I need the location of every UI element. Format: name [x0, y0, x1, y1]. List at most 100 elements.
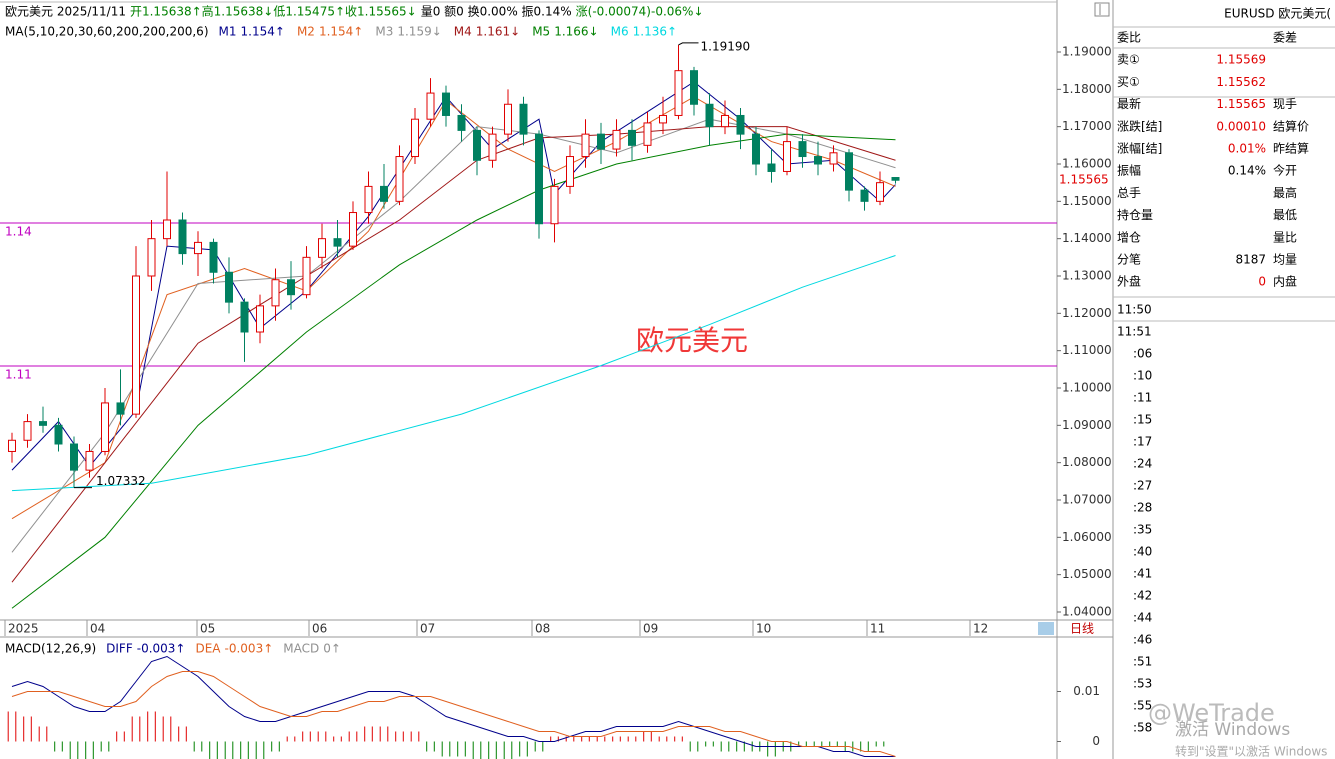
macd-legend-name: DIFF [106, 642, 133, 656]
candle-body [488, 133, 497, 161]
candle-body [519, 103, 528, 135]
ma-title: MA(5,10,20,30,60,200,200,200,6) [5, 25, 209, 39]
candle-body [550, 185, 559, 225]
candle-body [225, 271, 233, 303]
quote-right-label: 内盘 [1273, 274, 1297, 289]
candle-body [659, 114, 667, 124]
candle-body [240, 301, 249, 333]
quote-right-label: 最高 [1273, 185, 1297, 200]
candle-body [767, 163, 776, 172]
tick-time: :17 [1133, 435, 1152, 449]
candle-body [209, 241, 218, 273]
candle-body [116, 402, 125, 415]
candle-body [85, 450, 94, 471]
price-tick-label: 1.18000 [1062, 82, 1112, 96]
quote-label: 卖① [1117, 53, 1140, 67]
quote-value: 0.01% [1228, 142, 1266, 156]
date-label: 10 [756, 622, 771, 636]
info-segment: 涨(-0.00074)-0.06%↓ [576, 4, 704, 19]
candle-body [411, 118, 419, 158]
info-segment: 量0 额0 换0.00% 振0.14% [421, 5, 572, 19]
quote-value: 0.00010 [1216, 119, 1266, 133]
price-tick-label: 1.11000 [1062, 343, 1112, 357]
info-segment: 欧元美元 2025/11/11 [5, 5, 126, 19]
date-label: 04 [90, 622, 105, 636]
candle-body [101, 402, 109, 452]
annotation-label: 1.07332 [96, 474, 146, 488]
candle-body [752, 133, 760, 165]
price-tick-label: 1.08000 [1062, 455, 1112, 469]
quote-label: 涨幅[结] [1117, 141, 1162, 156]
level-label: 1.14 [5, 224, 32, 238]
period-label[interactable]: 日线 [1070, 622, 1094, 636]
candle-body [163, 219, 171, 240]
candle-body [628, 129, 636, 146]
quote-label: 外盘 [1117, 274, 1141, 289]
candle-body [891, 177, 900, 181]
quote-label: 最新 [1117, 96, 1141, 111]
date-label: 08 [535, 622, 550, 636]
candle-body [721, 114, 729, 128]
candle-body [814, 156, 822, 165]
tick-time: :55 [1133, 699, 1152, 713]
macd-tick-label: 0.01 [1073, 684, 1100, 698]
macd-tick-label: 0 [1092, 734, 1100, 748]
date-label: 06 [312, 622, 327, 636]
date-label: 2025 [8, 622, 39, 636]
level-label: 1.11 [5, 367, 32, 381]
price-tick-label: 1.07000 [1062, 493, 1112, 507]
price-tick-label: 1.14000 [1062, 231, 1112, 245]
ma-legend-value: 1.154↑ [319, 25, 363, 39]
candle-body [8, 439, 16, 452]
candle-body [457, 114, 466, 131]
activation-hint: 转到"设置"以激活 Windows [1175, 744, 1327, 759]
panel-toggle[interactable] [1094, 2, 1110, 17]
ma-legend-name: M5 [532, 25, 550, 39]
candle-body [132, 275, 140, 415]
ma-legend-name: M1 [219, 25, 237, 39]
tick-time: :46 [1133, 633, 1152, 647]
ma-line [11, 133, 896, 609]
macd-legend-value: -0.003↑ [225, 642, 274, 656]
date-label: 09 [643, 622, 658, 636]
candle-body [876, 182, 884, 202]
last-price: 1.15565 [1059, 173, 1109, 187]
candle-body [845, 152, 853, 191]
macd-title: MACD(12,26,9) [5, 642, 96, 656]
quote-right-label: 量比 [1273, 230, 1297, 244]
date-label: 07 [420, 622, 435, 636]
candle-body [395, 156, 404, 202]
candle-body [147, 238, 156, 277]
tick-time: :41 [1133, 567, 1152, 581]
price-tick-label: 1.05000 [1062, 567, 1112, 581]
scroll-thumb[interactable] [1038, 622, 1054, 635]
quote-right-label: 委差 [1273, 31, 1297, 45]
ma-legend-value: 1.166↓ [554, 25, 598, 39]
annotation-label: 1.19190 [701, 39, 751, 53]
info-segment: 开1.15638↑高1.15638↓低1.15475↑收1.15565↓ [130, 4, 417, 19]
price-tick-label: 1.12000 [1062, 306, 1112, 320]
tick-time: :58 [1133, 721, 1152, 735]
candle-body [798, 141, 807, 158]
chart-watermark: 欧元美元 [636, 324, 748, 357]
candle-body [256, 305, 264, 333]
macd-legend-value: -0.003↑ [137, 642, 186, 656]
price-tick-label: 1.09000 [1062, 418, 1112, 432]
candle-body [178, 219, 187, 255]
date-label: 05 [200, 622, 215, 636]
tick-time: :51 [1133, 655, 1152, 669]
candle-body [783, 141, 791, 172]
panel-title: EURUSD 欧元美元( [1224, 7, 1331, 21]
candle-body [54, 424, 63, 445]
candle-body [302, 256, 311, 296]
candle-body [473, 129, 481, 161]
candle-body [643, 122, 652, 146]
candle-body [674, 70, 683, 116]
candle-body [194, 241, 202, 255]
tick-time: :06 [1133, 347, 1152, 361]
tick-time: 11:50 [1117, 303, 1152, 317]
tick-time: :15 [1133, 413, 1152, 427]
price-tick-label: 1.19000 [1062, 45, 1112, 59]
candle-body [566, 156, 574, 187]
